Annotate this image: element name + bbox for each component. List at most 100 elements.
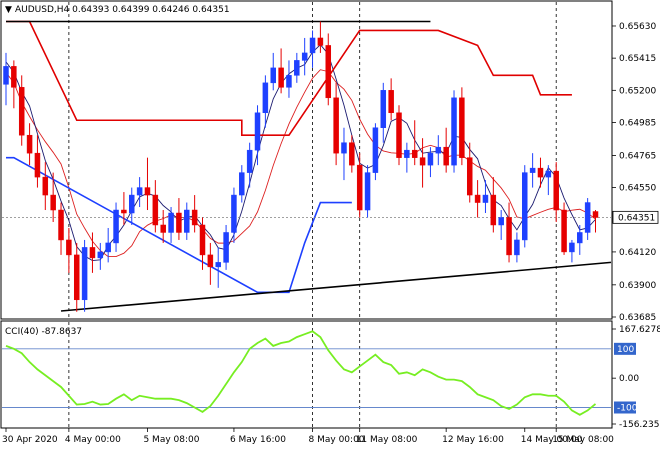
bullish-candle[interactable] [545,170,552,178]
bearish-candle[interactable] [278,67,284,88]
bearish-candle[interactable] [11,66,17,88]
bullish-candle[interactable] [514,239,520,256]
bearish-candle[interactable] [160,224,166,233]
bullish-candle[interactable] [3,66,9,85]
bearish-candle[interactable] [396,112,402,158]
bullish-candle[interactable] [105,242,111,253]
time-tick-label: 30 Apr 2020 [2,435,58,445]
bearish-candle[interactable] [443,146,449,166]
bearish-candle[interactable] [466,157,473,196]
bullish-candle[interactable] [262,82,269,114]
bullish-candle[interactable] [569,242,575,253]
bearish-candle[interactable] [42,176,49,196]
bearish-candle[interactable] [73,254,80,301]
bearish-candle[interactable] [317,37,324,46]
bearish-candle[interactable] [490,194,497,226]
bullish-candle[interactable] [584,202,591,233]
bearish-candle[interactable] [199,224,206,256]
time-tick-label: 8 May 00:00 [309,435,365,445]
bearish-candle[interactable] [50,194,56,211]
bullish-candle[interactable] [427,152,434,166]
price-tick-label: 0.64120 [619,248,656,258]
price-axis: 0.65630 0.65415 0.65200 0.64985 0.64765 0.645… [612,22,656,323]
bearish-candle[interactable] [419,157,426,166]
bearish-candle[interactable] [89,247,96,259]
bullish-candle[interactable] [97,251,104,259]
bullish-candle[interactable] [372,127,379,173]
bullish-candle[interactable] [184,209,190,233]
bullish-candle[interactable] [215,262,221,268]
header-arrow-icon: ▼ [5,5,12,15]
moving-average-red [5,69,596,258]
time-tick-label: 6 May 16:00 [230,435,286,445]
bullish-candle[interactable] [231,194,237,233]
bearish-candle[interactable] [459,97,465,158]
symbol-ohlc-header: AUDUSD,H4 0.64393 0.64399 0.64246 0.6435… [15,5,230,15]
current-price-label-bg [612,210,659,224]
bearish-candle[interactable] [152,194,159,226]
bullish-candle[interactable] [286,75,292,88]
bearish-candle[interactable] [592,211,599,218]
bearish-candle[interactable] [349,142,355,166]
bullish-candle[interactable] [309,37,316,54]
bullish-candle[interactable] [223,232,229,263]
bearish-candle[interactable] [506,217,512,256]
bullish-candle[interactable] [380,90,387,128]
bullish-candle[interactable] [239,172,245,196]
bullish-candle[interactable] [482,194,489,203]
support-trendline [60,261,612,312]
bearish-candle[interactable] [191,209,198,226]
cci-level-label: 100 [617,345,634,355]
candlestick-series[interactable] [3,21,599,312]
bullish-candle[interactable] [81,247,88,301]
time-axis: 30 Apr 2020 4 May 00:00 5 May 08:00 6 May 1… [2,428,614,445]
bearish-candle[interactable] [561,209,567,253]
bearish-candle[interactable] [66,239,72,256]
bearish-candle[interactable] [553,170,559,211]
bullish-candle[interactable] [435,146,442,154]
bullish-candle[interactable] [246,149,253,173]
bearish-candle[interactable] [18,87,25,136]
bullish-candle[interactable] [364,172,371,211]
bullish-candle[interactable] [113,209,119,244]
bullish-candle[interactable] [341,142,347,154]
bearish-candle[interactable] [34,152,41,178]
bullish-candle[interactable] [529,167,536,173]
bearish-candle[interactable] [207,254,214,268]
bullish-candle[interactable] [404,149,410,158]
price-tick-label: 0.64985 [619,118,656,128]
bullish-candle[interactable] [294,60,300,76]
bearish-candle[interactable] [58,209,64,241]
bearish-candle[interactable] [537,167,544,178]
bearish-candle[interactable] [333,97,339,154]
bearish-candle[interactable] [356,164,363,211]
time-tick-label: 15 May 08:00 [552,435,614,445]
bearish-candle[interactable] [325,45,332,99]
bearish-candle[interactable] [474,194,481,203]
bullish-candle[interactable] [270,67,276,84]
bearish-candle[interactable] [411,149,418,158]
moving-average-navy [5,44,596,261]
bullish-candle[interactable] [254,112,261,151]
bearish-candle[interactable] [144,187,151,196]
price-tick-label: 0.63900 [619,281,656,291]
bearish-candle[interactable] [388,90,394,114]
bullish-candle[interactable] [136,187,143,196]
bullish-candle[interactable] [522,172,528,241]
bearish-candle[interactable] [176,212,182,233]
bullish-candle[interactable] [301,52,308,61]
bullish-candle[interactable] [451,97,457,166]
time-tick-label: 12 May 16:00 [442,435,504,445]
bullish-candle[interactable] [129,194,135,214]
bullish-candle[interactable] [577,232,583,244]
bearish-candle[interactable] [26,134,33,154]
bullish-candle[interactable] [498,217,504,226]
bullish-candle[interactable] [168,212,174,233]
price-tick-label: 0.63685 [619,313,656,323]
cci-indicator-title: CCI(40) -87.8637 [5,327,82,337]
indicator-overlays [2,20,612,312]
bearish-candle[interactable] [121,209,127,214]
price-tick-label: 0.65415 [619,54,656,64]
